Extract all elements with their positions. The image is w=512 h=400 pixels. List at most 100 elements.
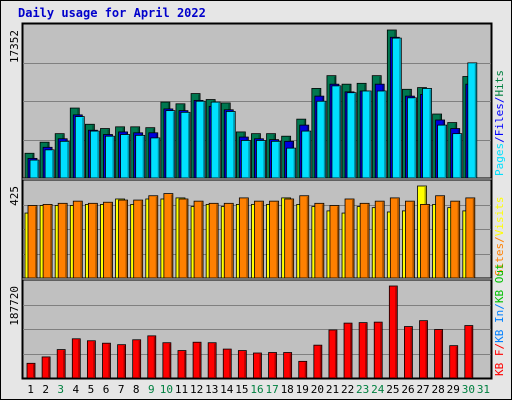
bar (27, 205, 38, 279)
bar (298, 360, 308, 379)
bar-shade (338, 86, 341, 177)
bar-shade (354, 93, 356, 177)
bar-shade (308, 132, 311, 177)
bar-shade (429, 89, 432, 177)
x-tick-label: 5 (88, 383, 95, 396)
bar (389, 197, 400, 279)
bar-shade (125, 201, 128, 277)
bar (344, 198, 355, 279)
bar (147, 335, 157, 379)
x-tick-label: 17 (265, 383, 278, 396)
bar (89, 130, 100, 179)
bar (331, 85, 342, 179)
bar (163, 193, 174, 279)
bar-shade (155, 196, 158, 277)
bar-shade (350, 324, 352, 377)
bar (467, 62, 478, 179)
x-tick-label: 8 (133, 383, 140, 396)
bar-shade (289, 353, 292, 377)
x-tick-label: 22 (341, 383, 354, 396)
bar-shade (276, 202, 279, 277)
x-tick-label: 10 (160, 383, 173, 396)
bar (74, 116, 85, 179)
bar (420, 203, 430, 279)
bar-shade (323, 102, 326, 177)
bar-shade (37, 161, 39, 177)
bar (44, 149, 55, 179)
bar (328, 329, 338, 379)
bar (29, 159, 40, 179)
bar-shade (367, 204, 369, 277)
bar-shade (459, 134, 462, 177)
bar-shade (444, 126, 447, 177)
bar (268, 352, 277, 379)
bar (41, 356, 51, 379)
bar (254, 200, 264, 279)
bar (210, 101, 221, 179)
bar-shade (352, 199, 354, 277)
bar-shade (168, 343, 171, 377)
legend-text: Pages (493, 143, 506, 176)
bar-shade (395, 287, 397, 377)
x-tick-label: 27 (416, 383, 429, 396)
bar-shade (472, 198, 475, 277)
bar-shade (172, 111, 175, 177)
bar-shade (412, 202, 414, 277)
bar-shade (336, 206, 339, 277)
bar-shade (187, 113, 190, 177)
bar (314, 202, 325, 279)
x-tick-label: 30 (462, 383, 475, 396)
bar (405, 200, 415, 279)
bar-shade (427, 205, 430, 277)
legend-text: Files (493, 103, 506, 136)
bar (87, 202, 98, 279)
bar (222, 348, 232, 379)
bar-shade (410, 327, 412, 377)
bar-shade (442, 196, 445, 277)
bar-shade (244, 351, 246, 377)
bar (452, 133, 463, 179)
bar (133, 199, 144, 279)
x-tick-label: 24 (371, 383, 385, 396)
bar-shade (233, 112, 235, 177)
bar-shade (33, 364, 35, 377)
x-tick-label: 28 (432, 383, 445, 396)
bar-shade (214, 343, 216, 377)
x-tick-label: 19 (296, 383, 309, 396)
y-max-label: 425 (8, 186, 21, 206)
bar-shade (67, 142, 69, 177)
bar-shade (65, 204, 67, 277)
x-tick-label: 7 (118, 383, 125, 396)
bar-shade (278, 142, 281, 177)
bar (72, 200, 83, 279)
legend-text: / (493, 343, 506, 350)
bar (148, 195, 159, 279)
bar (207, 342, 217, 379)
bar (178, 198, 189, 279)
bar-shade (399, 39, 401, 177)
bar (404, 326, 413, 379)
bar (238, 197, 249, 279)
bar (256, 140, 266, 179)
bar (374, 200, 385, 279)
x-tick-label: 21 (326, 383, 339, 396)
x-tick-label: 9 (148, 383, 155, 396)
x-tick-label: 11 (175, 383, 188, 396)
bar-shade (334, 330, 337, 377)
bar-shade (369, 92, 371, 177)
bar-shade (470, 326, 473, 377)
x-tick-label: 2 (42, 383, 49, 396)
bar (177, 350, 187, 379)
x-tick-label: 20 (311, 383, 324, 396)
bar-shade (110, 203, 112, 277)
legend-text: KB Out (493, 263, 506, 303)
bar (223, 202, 234, 279)
bar-shade (293, 149, 296, 177)
bar-shade (380, 323, 382, 377)
bar-shade (231, 204, 233, 277)
bar (165, 110, 176, 179)
bar (437, 124, 448, 179)
legend-text: / (493, 136, 506, 143)
bar-shade (183, 351, 186, 377)
bar-shade (203, 102, 205, 177)
